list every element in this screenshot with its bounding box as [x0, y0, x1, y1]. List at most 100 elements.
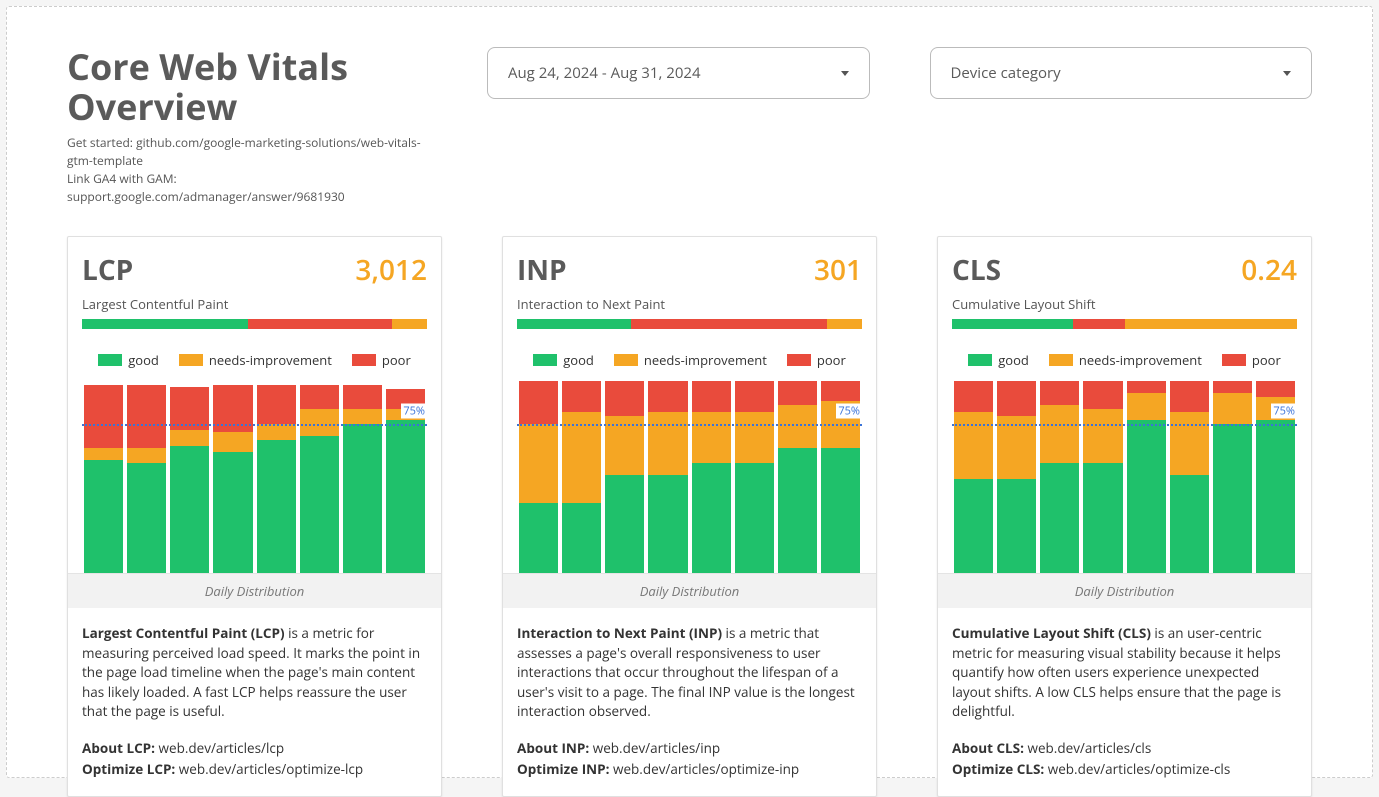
- summary-bar: [517, 319, 862, 329]
- seg-ni: [1083, 409, 1122, 464]
- bar-day-1: [127, 373, 166, 573]
- chevron-down-icon: [1283, 71, 1291, 76]
- metric-full-name: Cumulative Layout Shift: [952, 295, 1297, 313]
- seg-good: [1083, 463, 1122, 573]
- seg-ni: [213, 432, 252, 452]
- daily-chart: 75%: [952, 373, 1297, 573]
- date-range-value: Aug 24, 2024 - Aug 31, 2024: [508, 63, 701, 83]
- metric-full-name: Interaction to Next Paint: [517, 295, 862, 313]
- legend-label-poor: poor: [1252, 351, 1281, 369]
- seg-poor: [1256, 381, 1295, 397]
- legend-swatch-poor: [1222, 354, 1246, 366]
- seg-ni: [1040, 405, 1079, 464]
- header-row: Core Web Vitals Overview Get started: gi…: [67, 47, 1312, 206]
- seg-ni: [605, 416, 644, 475]
- bar-day-3: [648, 373, 687, 573]
- seg-ni: [997, 416, 1036, 479]
- seg-ni: [127, 448, 166, 464]
- seg-good: [605, 475, 644, 573]
- bar-day-5: [1170, 373, 1209, 573]
- seg-poor: [997, 381, 1036, 416]
- legend-swatch-good: [533, 354, 557, 366]
- metric-value: 3,012: [355, 251, 427, 289]
- helper2-link[interactable]: support.google.com/admanager/answer/9681…: [67, 188, 345, 205]
- metric-description: Interaction to Next Paint (INP) is a met…: [517, 624, 862, 722]
- daily-chart: 75%: [82, 373, 427, 573]
- optimize-link[interactable]: web.dev/articles/optimize-lcp: [179, 760, 363, 778]
- seg-ni: [84, 448, 123, 460]
- legend-swatch-good: [968, 354, 992, 366]
- metric-value: 0.24: [1241, 251, 1297, 289]
- title-block: Core Web Vitals Overview Get started: gi…: [67, 47, 427, 206]
- about-label: About INP:: [517, 739, 589, 757]
- seg-ni: [735, 412, 774, 463]
- metric-links: About LCP: web.dev/articles/lcpOptimize …: [82, 738, 427, 780]
- legend-item-poor: poor: [787, 351, 846, 369]
- daily-chart: 75%: [517, 373, 862, 573]
- metric-full-name: Largest Contentful Paint: [82, 295, 427, 313]
- legend-label-good: good: [563, 351, 594, 369]
- bar-day-2: [605, 373, 644, 573]
- bar-day-2: [1040, 373, 1079, 573]
- legend-label-ni: needs-improvement: [209, 351, 332, 369]
- chart-caption: Daily Distribution: [503, 573, 876, 608]
- seg-ni: [300, 409, 339, 436]
- threshold-label: 75%: [401, 404, 427, 419]
- seg-poor: [213, 385, 252, 432]
- seg-ni: [1213, 393, 1252, 424]
- seg-good: [213, 452, 252, 574]
- summary-seg-poor: [1073, 319, 1125, 329]
- about-link[interactable]: web.dev/articles/cls: [1028, 739, 1152, 757]
- seg-poor: [692, 381, 731, 412]
- seg-good: [954, 479, 993, 573]
- seg-ni: [1170, 412, 1209, 475]
- metric-links: About INP: web.dev/articles/inpOptimize …: [517, 738, 862, 780]
- legend-label-good: good: [128, 351, 159, 369]
- threshold-label: 75%: [836, 404, 862, 419]
- seg-good: [821, 448, 860, 573]
- device-category-selector[interactable]: Device category: [930, 47, 1313, 99]
- bar-day-6: [778, 373, 817, 573]
- helper1-label: Get started:: [67, 134, 133, 151]
- bar-day-1: [562, 373, 601, 573]
- summary-seg-ni: [392, 319, 427, 329]
- seg-poor: [1170, 381, 1209, 412]
- bar-day-4: [692, 373, 731, 573]
- dashboard-canvas: Core Web Vitals Overview Get started: gi…: [6, 6, 1373, 778]
- optimize-link[interactable]: web.dev/articles/optimize-inp: [613, 760, 799, 778]
- about-link[interactable]: web.dev/articles/lcp: [159, 739, 285, 757]
- bar-day-6: [1213, 373, 1252, 573]
- optimize-label: Optimize CLS:: [952, 760, 1044, 778]
- legend-item-good: good: [98, 351, 159, 369]
- seg-poor: [1127, 381, 1166, 393]
- seg-good: [386, 420, 425, 573]
- seg-poor: [300, 385, 339, 409]
- seg-poor: [343, 385, 382, 409]
- optimize-link[interactable]: web.dev/articles/optimize-cls: [1048, 760, 1231, 778]
- lcp-card: LCP 3,012 Largest Contentful Paint good need…: [67, 236, 442, 797]
- metric-abbr: LCP: [82, 251, 133, 289]
- date-range-selector[interactable]: Aug 24, 2024 - Aug 31, 2024: [487, 47, 870, 99]
- seg-good: [1127, 420, 1166, 573]
- legend-item-poor: poor: [352, 351, 411, 369]
- summary-seg-ni: [827, 319, 862, 329]
- seg-ni: [170, 430, 209, 446]
- legend-label-good: good: [998, 351, 1029, 369]
- bar-day-5: [300, 373, 339, 573]
- metric-description: Largest Contentful Paint (LCP) is a metr…: [82, 624, 427, 722]
- bar-day-0: [84, 373, 123, 573]
- bar-day-5: [735, 373, 774, 573]
- seg-good: [300, 436, 339, 573]
- seg-good: [1170, 475, 1209, 573]
- legend-swatch-poor: [352, 354, 376, 366]
- legend-label-poor: poor: [382, 351, 411, 369]
- metric-description: Cumulative Layout Shift (CLS) is an user…: [952, 624, 1297, 722]
- about-label: About LCP:: [82, 739, 155, 757]
- summary-seg-good: [82, 319, 248, 329]
- seg-good: [1040, 463, 1079, 573]
- seg-ni: [648, 412, 687, 475]
- legend-swatch-ni: [1049, 354, 1073, 366]
- about-link[interactable]: web.dev/articles/inp: [593, 739, 720, 757]
- seg-good: [648, 475, 687, 573]
- legend-swatch-ni: [179, 354, 203, 366]
